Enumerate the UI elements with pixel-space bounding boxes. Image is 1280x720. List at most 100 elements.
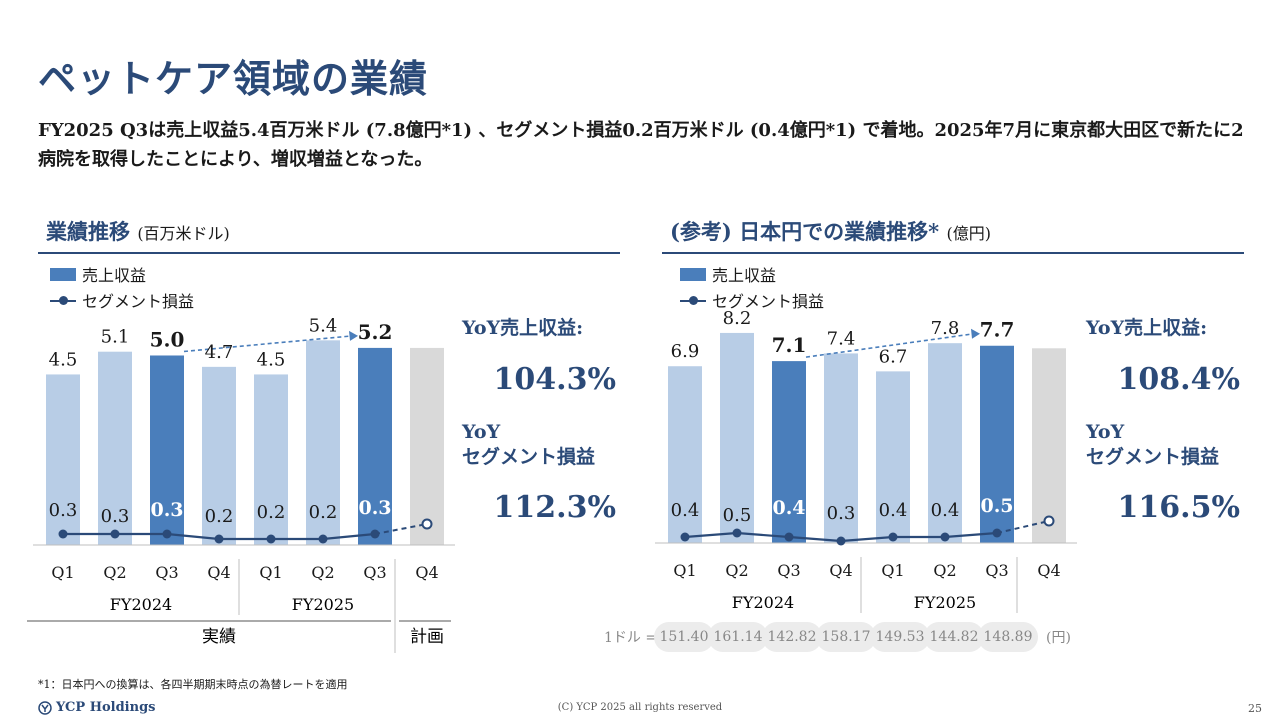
revenue-label: 8.2 [723,308,752,329]
left-chart: 4.5 5.1 5.0 4.7 4.5 5.4 5.2 0.3 0.3 0.3 0.2 0.2 0.2 0… [27,315,455,653]
category-label: Q3 [985,561,1008,580]
segment-point [318,534,328,544]
segment-label: 0.3 [150,499,183,521]
page-title: ペットケア領域の業績 [38,57,429,101]
segment-label: 0.2 [257,502,286,523]
category-label: Q4 [829,561,852,580]
growth-arrow-line [805,332,975,358]
segment-label: 0.5 [723,505,752,526]
revenue-label: 7.4 [827,328,856,349]
segment-label: 0.4 [772,497,805,519]
category-label: Q1 [51,563,74,582]
segment-point [162,529,172,539]
revenue-bar [98,351,132,545]
group-label: FY2024 [110,595,172,614]
left-title-rule [38,252,620,254]
left-yoy-segment-value: 112.3% [493,490,616,525]
legend-segment-label: セグメント損益 [712,292,825,311]
legend-bar-swatch [680,267,706,281]
revenue-bar [254,374,288,545]
segment-point [214,534,224,544]
growth-arrow-line [183,335,353,353]
right-unit: (億円) [946,224,991,243]
left-unit: (百万米ドル) [137,224,230,243]
revenue-bar [980,345,1014,543]
right-yoy-revenue-label: YoY売上収益: [1086,317,1208,339]
category-label: Q3 [777,561,800,580]
revenue-bar [720,332,754,543]
legend-line-swatch [50,294,76,307]
fx-rate-pill: 149.53 [870,622,930,652]
right-legend-segment: セグメント損益 [680,288,824,312]
right-title-rule [662,252,1244,254]
segment-label: 0.4 [671,500,700,521]
revenue-label: 5.2 [358,320,393,344]
category-label: Q1 [259,563,282,582]
category-label: Q2 [725,561,748,580]
revenue-bar [668,366,702,543]
revenue-label: 6.7 [879,346,908,367]
revenue-bar [772,361,806,543]
left-yoy-seg-label-1: YoY [462,421,501,443]
left-yoy-segment-label: YoY セグメント損益 [462,420,595,470]
category-label: Q3 [363,563,386,582]
left-section-title: 業績推移 (百万米ドル) [46,216,230,246]
segment-point [836,536,846,546]
fx-rate-pill: 151.40 [654,622,714,652]
category-label: Q2 [933,561,956,580]
copyright: (C) YCP 2025 all rights reserved [557,702,723,713]
revenue-label: 4.7 [205,342,234,363]
group-label: FY2024 [732,593,794,612]
legend-line-swatch [680,294,706,307]
revenue-label: 5.1 [101,327,130,348]
revenue-label: 5.4 [309,315,338,336]
segment-point [266,534,276,544]
revenue-bar [202,366,236,545]
segment-forecast-point [1043,515,1055,527]
fx-rates: 151.40 161.14 142.82 158.17 149.53 144.82 148.… [654,622,1038,652]
segment-point [110,529,120,539]
logo-icon [38,700,52,715]
legend-segment-label: セグメント損益 [82,292,195,311]
segment-label: 0.2 [309,502,338,523]
segment-point [680,532,690,542]
right-yoy-segment-value: 116.5% [1117,490,1240,525]
company-logo: YCP Holdings [38,700,155,715]
revenue-bar [1032,348,1066,543]
revenue-bar [876,371,910,543]
segment-label: 0.3 [827,503,856,524]
revenue-bar [358,347,392,545]
category-label: Q3 [155,563,178,582]
growth-arrow-head [349,330,358,341]
left-yoy-revenue-label: YoY売上収益: [462,317,584,339]
right-yoy-revenue-value: 108.4% [1117,362,1240,397]
segment-label: 0.3 [101,506,130,527]
fx-rate-pill: 158.17 [816,622,876,652]
segment-point [732,528,742,538]
plan-label: 計画 [410,627,444,647]
fx-rate-pill: 161.14 [708,622,768,652]
category-label: Q2 [311,563,334,582]
revenue-label: 4.5 [49,349,78,370]
revenue-bar [150,355,184,545]
segment-label: 0.4 [879,500,908,521]
legend-revenue-label: 売上収益 [82,266,147,285]
left-yoy-seg-label-2: セグメント損益 [462,446,596,468]
group-label: FY2025 [914,593,976,612]
page-number: 25 [1248,702,1262,715]
revenue-label: 7.7 [980,318,1015,342]
revenue-label: 4.5 [257,349,286,370]
segment-point [784,532,794,542]
category-label: Q1 [673,561,696,580]
right-chart: 6.9 8.2 7.1 7.4 6.7 7.8 7.7 0.4 0.5 0.4 0.3 0.4 0.4 0… [655,308,1077,613]
revenue-label: 5.0 [150,327,185,351]
right-yoy-seg-label-2: セグメント損益 [1086,446,1220,468]
category-label: Q4 [207,563,230,582]
fx-rate-pill: 144.82 [924,622,984,652]
footnote: *1：日本円への換算は、各四半期期末時点の為替レートを適用 [38,678,348,691]
legend-bar-swatch [50,267,76,281]
segment-label: 0.3 [49,500,78,521]
left-legend-revenue: 売上収益 [50,262,146,286]
fx-rate-pill: 148.89 [978,622,1038,652]
right-section-title: (参考) 日本円での業績推移* (億円) [670,216,991,246]
